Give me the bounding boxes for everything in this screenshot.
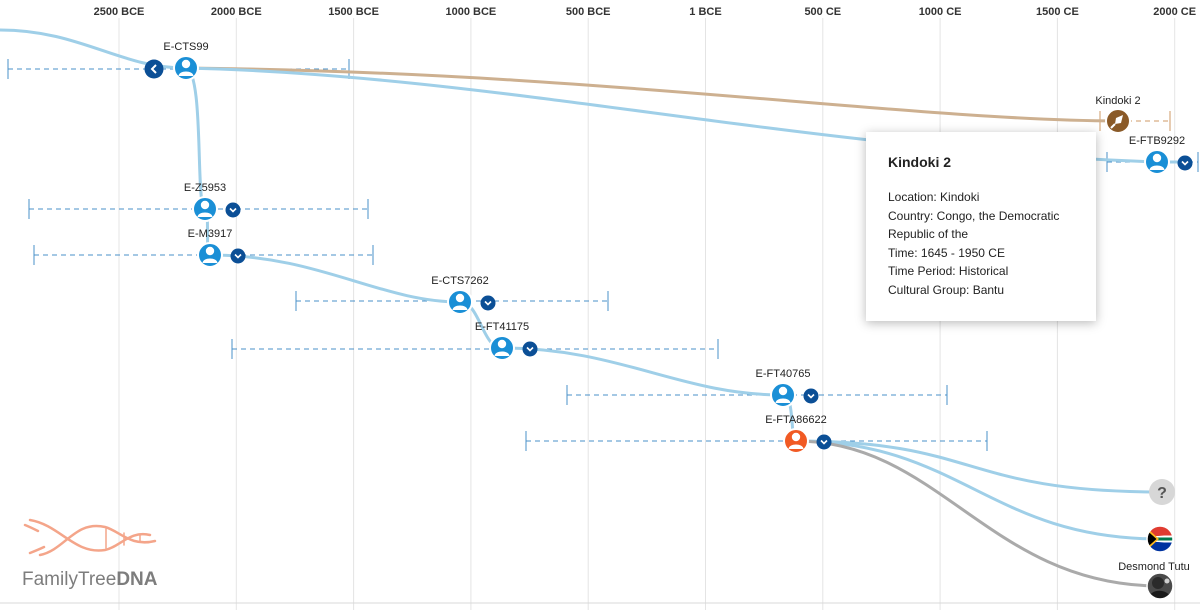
timeline-tick-label: 1000 BCE <box>446 6 497 18</box>
timeline-tick-label: 1000 CE <box>919 6 962 18</box>
node-label-e-z5953: E-Z5953 <box>184 182 226 194</box>
node-south-africa[interactable] <box>1146 525 1174 553</box>
timeline-axis: 2500 BCE 2000 BCE 1500 BCE 1000 BCE 500 BCE 1… <box>94 6 1196 18</box>
south-africa-flag-icon <box>1147 526 1173 552</box>
logo-text-bold: DNA <box>116 569 158 590</box>
node-label-e-ft41175: E-FT41175 <box>475 321 529 333</box>
chevron-down-icon <box>229 207 237 213</box>
range-e-z5953 <box>28 199 369 219</box>
chevron-down-icon <box>234 253 242 259</box>
popup-cultural-group: Cultural Group: Bantu <box>888 282 1005 297</box>
node-unknown-country[interactable]: ? <box>1149 479 1175 505</box>
branch-fta86622-to-tutu <box>795 439 1161 588</box>
person-icon <box>494 339 510 356</box>
sample-info-popup: Kindoki 2 Location: Kindoki Country: Con… <box>866 132 1096 321</box>
branch-cts99-to-kindoki <box>184 66 1119 123</box>
timeline-tick-label: 2000 CE <box>1153 6 1196 18</box>
logo-text-light: FamilyTree <box>22 569 117 590</box>
person-icon <box>788 432 804 449</box>
expand-toggle-e-cts7262[interactable] <box>480 295 496 311</box>
chevron-down-icon <box>526 346 534 352</box>
timeline-tick-label: 1500 CE <box>1036 6 1079 18</box>
node-e-fta86622[interactable] <box>783 428 809 454</box>
range-e-cts99 <box>7 59 350 79</box>
node-label-e-cts7262: E-CTS7262 <box>431 275 488 287</box>
node-label-e-ftb9292: E-FTB9292 <box>1129 135 1185 147</box>
timeline-tick-label: 1 BCE <box>689 6 721 18</box>
logo-text: FamilyTreeDNA <box>22 569 157 591</box>
range-e-m3917 <box>33 245 374 265</box>
branch-fta86622-to-south-africa <box>795 439 1161 541</box>
popup-time-period: Time Period: Historical <box>888 264 1009 278</box>
person-icon <box>178 59 194 76</box>
expand-toggle-e-ftb9292[interactable] <box>1177 155 1193 171</box>
node-kindoki-2[interactable] <box>1105 108 1131 134</box>
branch-fta86622-to-unknown <box>795 439 1163 494</box>
timeline-tick-label: 1500 BCE <box>328 6 379 18</box>
familytreedna-logo: FamilyTreeDNA <box>20 515 170 595</box>
range-e-ft41175 <box>231 339 719 359</box>
expand-toggle-e-ft41175[interactable] <box>522 341 538 357</box>
node-label-e-cts99: E-CTS99 <box>163 41 208 53</box>
popup-time: Time: 1645 - 1950 CE <box>888 245 1005 260</box>
timeline-tick-label: 500 BCE <box>566 6 611 18</box>
chevron-down-icon <box>484 300 492 306</box>
node-e-cts7262[interactable] <box>447 289 473 315</box>
node-label-e-fta86622: E-FTA86622 <box>765 414 827 426</box>
person-icon <box>1149 153 1165 170</box>
popup-location: Location: Kindoki <box>888 190 980 204</box>
node-label-e-m3917: E-M3917 <box>188 228 233 240</box>
timeline-tick-label: 2500 BCE <box>94 6 145 18</box>
chevron-down-icon <box>1181 160 1189 166</box>
node-desmond-tutu[interactable] <box>1146 572 1174 600</box>
node-label-kindoki-2: Kindoki 2 <box>1095 95 1140 107</box>
expand-toggle-e-fta86622[interactable] <box>816 434 832 450</box>
node-e-ft40765[interactable] <box>770 382 796 408</box>
expand-toggle-e-m3917[interactable] <box>230 248 246 264</box>
popup-country: Country: Congo, the Democratic <box>888 208 1060 223</box>
node-label-desmond-tutu: Desmond Tutu <box>1118 561 1190 573</box>
arrowhead-icon <box>1110 115 1123 129</box>
popup-title: Kindoki 2 <box>888 154 952 170</box>
collapse-toggle-e-cts99[interactable] <box>144 59 164 79</box>
node-e-ft41175[interactable] <box>489 335 515 361</box>
branch-m3917-to-cts7262 <box>209 253 461 304</box>
chevron-left-icon <box>150 64 157 74</box>
branch-ft41175-to-ft40765 <box>501 346 784 397</box>
person-icon <box>452 293 468 310</box>
question-mark-icon: ? <box>1157 485 1167 502</box>
expand-toggle-e-z5953[interactable] <box>225 202 241 218</box>
chevron-down-icon <box>807 393 815 399</box>
node-e-m3917[interactable] <box>197 242 223 268</box>
node-e-cts99[interactable] <box>173 55 199 81</box>
node-e-z5953[interactable] <box>192 196 218 222</box>
timeline-tick-label: 2000 BCE <box>211 6 262 18</box>
expand-toggle-e-ft40765[interactable] <box>803 388 819 404</box>
range-e-fta86622 <box>525 431 988 451</box>
chevron-down-icon <box>820 439 828 445</box>
popup-country-cont: Republic of the <box>888 227 969 241</box>
person-icon <box>775 386 791 403</box>
person-icon <box>202 246 218 263</box>
node-labels: E-CTS99 E-Z5953 E-M3917 E-CTS7262 E-FT41… <box>163 41 1189 573</box>
node-label-e-ft40765: E-FT40765 <box>755 368 810 380</box>
timeline-tick-label: 500 CE <box>804 6 841 18</box>
person-icon <box>197 200 213 217</box>
dna-helix-icon <box>23 518 157 557</box>
node-e-ftb9292[interactable] <box>1144 149 1170 175</box>
